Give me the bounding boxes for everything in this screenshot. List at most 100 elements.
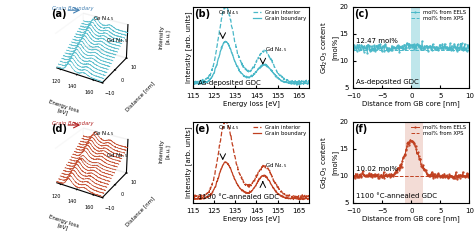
Text: Gd N$_{4,5}$: Gd N$_{4,5}$ — [106, 37, 128, 45]
Line: Grain interior: Grain interior — [193, 120, 309, 199]
Line: Grain interior: Grain interior — [193, 5, 309, 84]
Grain boundary — [274, 192, 280, 194]
Grain boundary — [275, 193, 281, 196]
Grain boundary — [228, 51, 234, 53]
Grain interior — [223, 4, 229, 7]
mol% from EELS — [408, 138, 413, 141]
Grain boundary — [223, 40, 228, 43]
Grain interior — [274, 72, 280, 75]
Bar — [405, 122, 423, 203]
Line: mol% from EELS: mol% from EELS — [353, 40, 470, 54]
mol% from EELS — [382, 44, 388, 47]
X-axis label: Energy loss [eV]: Energy loss [eV] — [223, 100, 280, 107]
Text: (e): (e) — [194, 124, 210, 134]
Legend: Grain interior, Grain boundary: Grain interior, Grain boundary — [252, 10, 307, 22]
mol% from XPS — [409, 49, 414, 51]
Grain interior — [223, 119, 228, 122]
Text: Ce N$_{4,5}$: Ce N$_{4,5}$ — [93, 130, 114, 138]
Text: Gd N$_{4,5}$: Gd N$_{4,5}$ — [265, 46, 287, 54]
Grain boundary — [191, 82, 196, 85]
mol% from EELS — [454, 178, 460, 181]
Y-axis label: Intensity [arb. units]: Intensity [arb. units] — [185, 127, 192, 198]
mol% from XPS — [414, 49, 420, 51]
mol% from EELS — [355, 176, 361, 179]
Grain boundary — [191, 197, 196, 200]
Grain interior — [191, 80, 196, 82]
Line: Grain boundary: Grain boundary — [193, 41, 309, 85]
Y-axis label: Intensity [arb. units]: Intensity [arb. units] — [185, 12, 192, 83]
Y-axis label: Distance [nm]: Distance [nm] — [125, 195, 156, 227]
Grain boundary — [274, 76, 280, 79]
mol% from EELS — [355, 46, 361, 49]
mol% from EELS — [357, 48, 363, 50]
Grain boundary — [275, 76, 281, 79]
Grain boundary — [300, 198, 306, 201]
Grain interior — [191, 195, 196, 198]
Grain boundary — [237, 186, 242, 189]
Text: 1100 °C-annealed GDC: 1100 °C-annealed GDC — [198, 195, 279, 200]
Text: (b): (b) — [194, 9, 210, 19]
Bar — [411, 7, 420, 88]
mol% from EELS — [462, 174, 467, 177]
Text: Grain Boundary: Grain Boundary — [52, 121, 93, 126]
Grain boundary — [264, 176, 269, 179]
Y-axis label: Distance [nm]: Distance [nm] — [125, 81, 156, 112]
Text: 1100 °C-annealed GDC: 1100 °C-annealed GDC — [356, 193, 437, 199]
X-axis label: Energy loss
[eV]: Energy loss [eV] — [46, 214, 80, 233]
Text: (f): (f) — [355, 124, 368, 134]
Grain boundary — [204, 80, 210, 83]
mol% from EELS — [419, 40, 425, 43]
mol% from EELS — [372, 172, 378, 175]
X-axis label: Energy loss [eV]: Energy loss [eV] — [223, 215, 280, 222]
Grain interior — [306, 81, 312, 84]
X-axis label: Distance from GB core [nm]: Distance from GB core [nm] — [363, 215, 460, 222]
mol% from EELS — [350, 176, 356, 179]
X-axis label: Distance from GB core [nm]: Distance from GB core [nm] — [363, 100, 460, 107]
Legend: mol% from EELS, mol% from XPS: mol% from EELS, mol% from XPS — [410, 124, 466, 137]
mol% from EELS — [357, 173, 363, 176]
Text: Gd N$_{4,5}$: Gd N$_{4,5}$ — [106, 151, 128, 160]
Grain interior — [306, 195, 312, 198]
mol% from XPS — [409, 174, 414, 177]
mol% from EELS — [466, 176, 472, 178]
Grain interior — [205, 76, 210, 79]
Text: 10.02 mol%: 10.02 mol% — [356, 166, 398, 172]
Text: (a): (a) — [52, 9, 67, 19]
Grain boundary — [306, 198, 312, 200]
Grain interior — [275, 187, 281, 190]
Grain interior — [229, 25, 235, 28]
Grain interior — [298, 197, 303, 200]
Text: (d): (d) — [52, 124, 67, 134]
Text: As-deposited GDC: As-deposited GDC — [198, 80, 261, 86]
Text: 12.47 mol%: 12.47 mol% — [356, 38, 398, 44]
Grain interior — [197, 82, 202, 85]
Line: mol% from EELS: mol% from EELS — [353, 139, 470, 180]
Text: As-deposited GDC: As-deposited GDC — [356, 79, 419, 85]
mol% from EELS — [462, 42, 467, 45]
Text: Gd N$_{4,5}$: Gd N$_{4,5}$ — [265, 162, 287, 171]
Grain interior — [237, 172, 242, 175]
mol% from EELS — [373, 48, 378, 50]
Grain interior — [237, 57, 243, 60]
Grain interior — [264, 166, 269, 168]
Grain boundary — [237, 70, 242, 73]
Legend: Grain interior, Grain boundary: Grain interior, Grain boundary — [252, 124, 307, 137]
mol% from EELS — [466, 45, 472, 48]
Grain boundary — [294, 84, 300, 87]
Grain boundary — [228, 169, 234, 172]
Grain interior — [228, 137, 234, 140]
Y-axis label: Gd$_2$O$_3$ content
[mol%]: Gd$_2$O$_3$ content [mol%] — [320, 21, 338, 74]
mol% from XPS — [414, 174, 420, 177]
Grain interior — [204, 192, 210, 195]
mol% from EELS — [458, 42, 464, 45]
Grain interior — [274, 186, 280, 188]
Line: Grain boundary: Grain boundary — [193, 162, 309, 200]
Y-axis label: Gd$_2$O$_3$ content
[mol%]: Gd$_2$O$_3$ content [mol%] — [320, 136, 338, 189]
Text: Ce N$_{4,5}$: Ce N$_{4,5}$ — [218, 9, 240, 17]
X-axis label: Energy loss
[eV]: Energy loss [eV] — [46, 99, 80, 119]
Legend: mol% from EELS, mol% from XPS: mol% from EELS, mol% from XPS — [410, 10, 466, 22]
Text: Ce N$_{4,5}$: Ce N$_{4,5}$ — [218, 123, 240, 132]
Grain boundary — [204, 196, 210, 199]
Grain boundary — [306, 82, 312, 85]
Grain interior — [264, 51, 270, 54]
